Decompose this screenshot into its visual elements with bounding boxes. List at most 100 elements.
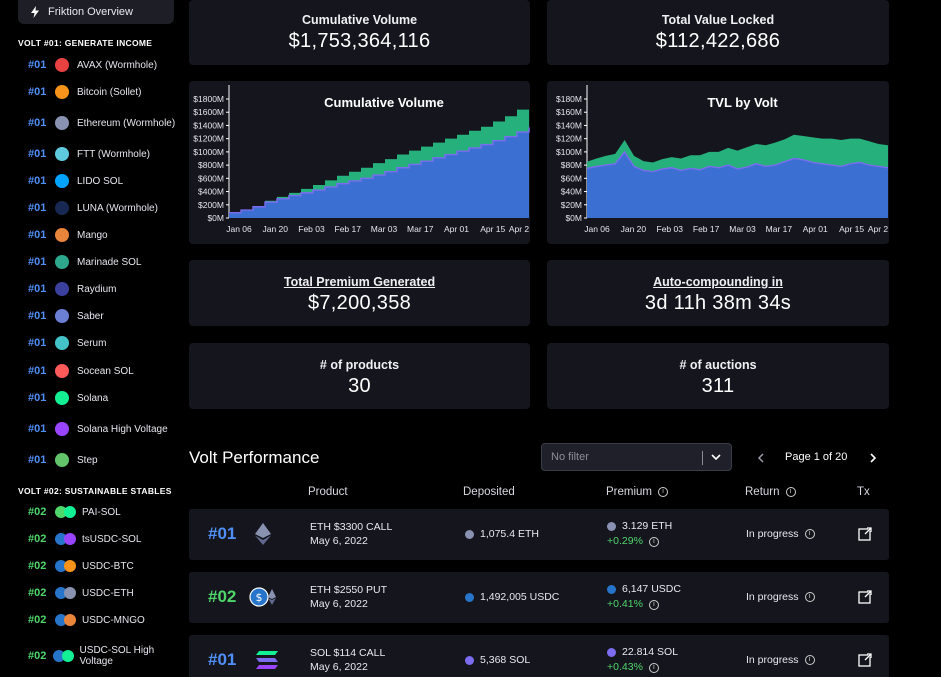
premium-percent: +0.41% <box>607 598 643 610</box>
tx-link[interactable] <box>858 590 872 609</box>
autocompound-title[interactable]: Auto-compounding in <box>653 275 783 289</box>
volt-tag: #01 <box>28 117 47 129</box>
volt-tag: #01 <box>28 86 47 98</box>
info-icon[interactable]: i <box>804 529 815 539</box>
prev-page-icon[interactable] <box>756 452 766 464</box>
lido-icon <box>55 174 69 188</box>
mango-icon <box>55 228 69 242</box>
external-link-icon[interactable] <box>858 590 872 604</box>
solana-icon <box>256 651 278 669</box>
premium-title[interactable]: Total Premium Generated <box>283 275 436 289</box>
sidebar-item-label: PAI-SOL <box>82 506 121 518</box>
info-icon[interactable]: i <box>648 536 659 547</box>
info-icon[interactable]: i <box>648 599 659 610</box>
return-status: In progress <box>746 528 799 540</box>
products-title: # of products <box>319 358 400 372</box>
volt-tag: #01 <box>28 454 47 466</box>
sidebar-item-saber[interactable]: #01 Saber <box>28 309 178 323</box>
marinade-icon <box>55 255 69 269</box>
sidebar-item-usdc-btc[interactable]: #02 USDC-BTC <box>28 560 178 572</box>
tx-link[interactable] <box>858 653 872 672</box>
x-tick-label: Feb 17 <box>693 224 720 234</box>
sidebar-item-label: LIDO SOL <box>77 175 124 187</box>
usdc-icon <box>465 592 474 602</box>
col-deposited: Deposited <box>463 486 515 498</box>
volt-tag: #02 <box>28 560 47 572</box>
sidebar-item-avax-wormhole-[interactable]: #01 AVAX (Wormhole) <box>28 58 178 72</box>
sidebar-item-tsusdc-sol[interactable]: #02 tsUSDC-SOL <box>28 533 178 545</box>
info-icon[interactable]: i <box>648 662 659 673</box>
info-icon[interactable]: i <box>804 592 815 602</box>
next-page-icon[interactable] <box>868 452 878 464</box>
x-tick-label: Mar 03 <box>729 224 756 234</box>
solana-icon <box>465 655 474 665</box>
sidebar-item-marinade-sol[interactable]: #01 Marinade SOL <box>28 255 178 269</box>
asset-icon <box>255 523 271 550</box>
info-icon[interactable]: i <box>804 655 815 665</box>
sidebar-item-usdc-sol-high-voltage[interactable]: #02 USDC-SOL High Voltage <box>28 645 178 667</box>
sidebar-item-label: USDC-MNGO <box>82 614 145 626</box>
external-link-icon[interactable] <box>858 527 872 541</box>
sidebar-item-usdc-eth[interactable]: #02 USDC-ETH <box>28 587 178 599</box>
products-value: 30 <box>348 375 371 397</box>
table-row[interactable]: #02 $ ETH $2550 PUT May 6, 2022 1,492,005 US… <box>189 572 889 623</box>
product-name: ETH $3300 CALL <box>310 521 393 533</box>
tvl-value: $112,422,686 <box>655 30 781 52</box>
sidebar-item-serum[interactable]: #01 Serum <box>28 336 178 350</box>
x-tick-label: Feb 03 <box>298 224 325 234</box>
volt-tag: #01 <box>28 202 47 214</box>
filter-placeholder: No filter <box>551 451 589 463</box>
sidebar-item-raydium[interactable]: #01 Raydium <box>28 282 178 296</box>
sidebar-item-bitcoin-sollet-[interactable]: #01 Bitcoin (Sollet) <box>28 85 178 99</box>
products-card: # of products 30 <box>189 343 530 409</box>
sidebar-item-ftt-wormhole-[interactable]: #01 FTT (Wormhole) <box>28 147 178 161</box>
tx-link[interactable] <box>858 527 872 546</box>
sidebar-item-pai-sol[interactable]: #02 PAI-SOL <box>28 506 178 518</box>
volt-tag: #01 <box>28 256 47 268</box>
filter-select[interactable]: No filter <box>541 443 732 471</box>
product-name: SOL $114 CALL <box>310 647 386 659</box>
col-premium: Premium i <box>606 486 669 498</box>
table-row[interactable]: #01 SOL $114 CALL May 6, 2022 5,368 SOL 22.8… <box>189 635 889 677</box>
tvl-by-volt-chart-svg: $0M $20M $40M $60M $80M $100M $120M $140M $160M $… <box>556 85 889 234</box>
sidebar-item-solana[interactable]: #01 Solana <box>28 391 178 405</box>
sidebar-item-step[interactable]: #01 Step <box>28 453 178 467</box>
friktion-overview-button[interactable]: Friktion Overview <box>18 0 174 24</box>
info-icon[interactable]: i <box>785 487 796 497</box>
raydium-icon <box>55 282 69 296</box>
sidebar-item-solana-high-voltage[interactable]: #01 Solana High Voltage <box>28 422 178 436</box>
y-tick-label: $1800M <box>193 94 224 104</box>
sidebar-item-usdc-mngo[interactable]: #02 USDC-MNGO <box>28 614 178 626</box>
sidebar-item-mango[interactable]: #01 Mango <box>28 228 178 242</box>
avax-icon <box>55 58 69 72</box>
sidebar-item-lido-sol[interactable]: #01 LIDO SOL <box>28 174 178 188</box>
volt-tag: #02 <box>28 650 47 662</box>
info-icon[interactable]: i <box>658 487 669 497</box>
sidebar-item-ethereum-wormhole-[interactable]: #01 Ethereum (Wormhole) <box>28 116 178 130</box>
solana-icon <box>55 422 69 436</box>
volt-number: #01 <box>208 524 237 543</box>
x-tick-label: Feb 03 <box>657 224 684 234</box>
y-tick-label: $120M <box>556 134 582 144</box>
series-area-volt01 <box>229 127 529 218</box>
sidebar-item-socean-sol[interactable]: #01 Socean SOL <box>28 364 178 378</box>
auctions-card: # of auctions 311 <box>547 343 889 409</box>
asset-icon: $ <box>249 586 277 613</box>
sidebar-item-luna-wormhole-[interactable]: #01 LUNA (Wormhole) <box>28 201 178 215</box>
auctions-title: # of auctions <box>679 358 757 372</box>
tvl-card: Total Value Locked $112,422,686 <box>547 0 889 65</box>
volt-tag: #01 <box>28 423 47 435</box>
y-tick-label: $180M <box>556 94 582 104</box>
sidebar-item-label: Ethereum (Wormhole) <box>77 117 176 129</box>
sidebar-item-label: Step <box>77 454 98 466</box>
series-line-volt01 <box>586 150 889 173</box>
volt-tag: #01 <box>28 229 47 241</box>
volt-tag: #01 <box>28 148 47 160</box>
y-tick-label: $200M <box>198 200 224 210</box>
external-link-icon[interactable] <box>858 653 872 667</box>
return-status: In progress <box>746 591 799 603</box>
table-row[interactable]: #01 ETH $3300 CALL May 6, 2022 1,075.4 ETH 3… <box>189 509 889 560</box>
x-tick-label: Jan 20 <box>262 224 288 234</box>
chevron-down-icon[interactable] <box>709 450 723 464</box>
sidebar: Friktion Overview VOLT #01: GENERATE INC… <box>0 0 182 677</box>
